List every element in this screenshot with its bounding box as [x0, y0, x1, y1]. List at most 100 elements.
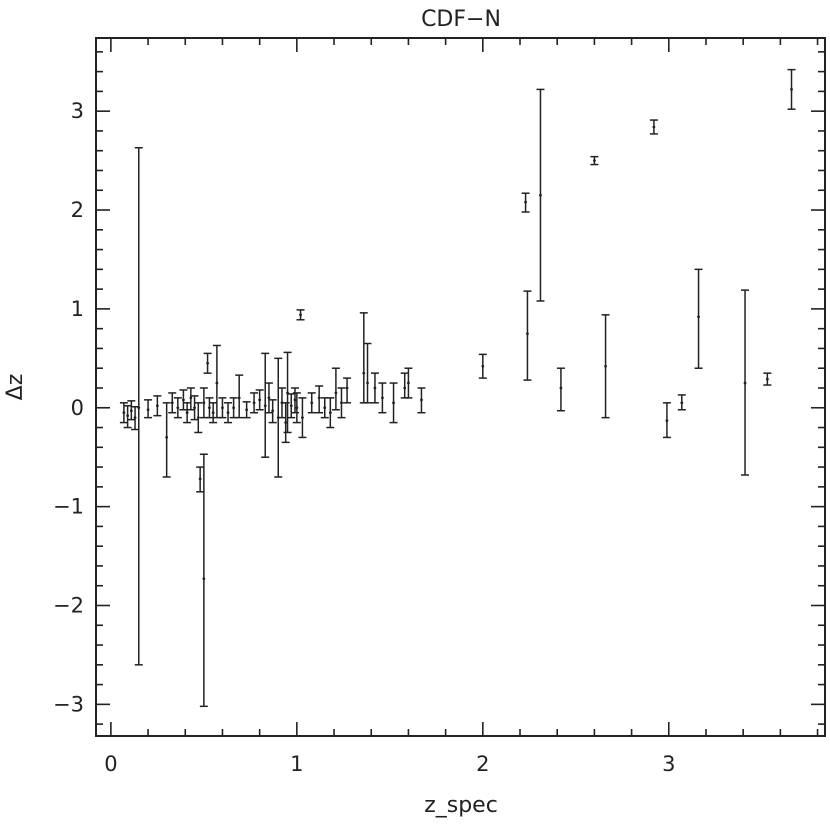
data-point	[315, 385, 324, 414]
data-point	[242, 401, 251, 419]
data-points	[119, 68, 796, 708]
data-point	[287, 393, 296, 419]
point-marker	[299, 313, 302, 317]
point-marker	[334, 391, 338, 395]
data-point	[229, 397, 238, 419]
tick-marks	[96, 38, 825, 736]
point-marker	[221, 406, 224, 410]
point-marker	[122, 411, 126, 415]
data-point	[590, 155, 599, 166]
plot-area-border	[95, 37, 826, 737]
point-marker	[481, 364, 485, 368]
data-point	[261, 352, 270, 458]
data-point	[183, 402, 192, 424]
point-marker	[366, 381, 369, 385]
chart-title: CDF−N	[421, 7, 501, 32]
y-tick-label: −1	[53, 495, 84, 519]
point-marker	[317, 396, 321, 400]
point-marker	[697, 315, 700, 319]
point-marker	[524, 200, 527, 204]
data-point	[212, 344, 221, 419]
data-point	[298, 397, 307, 439]
point-marker	[652, 125, 656, 129]
data-point	[224, 402, 233, 424]
point-marker	[198, 477, 202, 481]
data-point	[763, 372, 772, 386]
data-point	[326, 397, 335, 429]
point-marker	[146, 408, 150, 412]
point-marker	[295, 406, 299, 410]
point-marker	[289, 404, 293, 408]
point-marker	[208, 406, 211, 410]
point-marker	[267, 396, 271, 400]
point-marker	[284, 421, 288, 424]
x-tick-label: 3	[662, 752, 675, 776]
point-marker	[765, 377, 769, 381]
data-point	[144, 399, 153, 419]
data-point	[290, 387, 299, 414]
point-marker	[237, 396, 241, 400]
data-point	[209, 402, 218, 424]
point-marker	[407, 381, 410, 385]
data-point	[168, 392, 177, 414]
data-point	[264, 382, 273, 414]
data-point	[523, 290, 532, 381]
data-point	[521, 192, 530, 213]
plot-frame	[95, 37, 826, 737]
point-marker	[604, 364, 607, 368]
x-tick-label: 0	[104, 752, 117, 776]
data-point	[153, 395, 162, 417]
data-point	[337, 387, 346, 419]
point-marker	[790, 88, 793, 91]
data-point	[370, 372, 379, 404]
point-marker	[526, 332, 529, 336]
point-marker	[185, 411, 189, 415]
point-marker	[258, 398, 262, 402]
data-point	[649, 119, 658, 135]
point-marker	[392, 401, 395, 405]
point-marker	[293, 398, 297, 402]
data-point	[199, 453, 208, 708]
data-point	[677, 394, 686, 411]
data-point	[478, 353, 487, 379]
data-point	[194, 402, 203, 434]
y-axis-label: Δz	[3, 374, 28, 401]
data-point	[363, 342, 372, 404]
point-marker	[133, 416, 137, 420]
point-marker	[271, 409, 275, 413]
data-point	[601, 314, 610, 419]
point-marker	[263, 404, 267, 408]
point-marker	[345, 386, 349, 390]
point-marker	[380, 396, 384, 400]
point-marker	[226, 411, 230, 415]
data-point	[179, 389, 188, 411]
point-marker	[373, 386, 377, 390]
y-tick-label: 3	[71, 99, 84, 123]
point-marker	[680, 401, 684, 405]
data-point	[134, 146, 143, 666]
y-tick-label: 2	[71, 198, 84, 222]
data-point	[694, 268, 703, 369]
point-marker	[206, 361, 209, 365]
y-tick-label: 0	[71, 396, 84, 420]
data-point	[123, 405, 132, 429]
point-marker	[189, 396, 193, 400]
data-point	[205, 397, 214, 419]
point-marker	[301, 416, 304, 420]
x-tick-label: 2	[476, 752, 489, 776]
y-tick-label: −2	[53, 593, 84, 617]
data-point	[173, 397, 182, 419]
point-marker	[126, 414, 130, 418]
point-marker	[362, 371, 366, 375]
data-point	[162, 402, 171, 478]
point-marker	[592, 159, 596, 162]
point-marker	[129, 409, 133, 413]
y-tick-label: 1	[71, 297, 84, 321]
point-marker	[420, 398, 423, 402]
data-point	[218, 397, 227, 419]
data-point	[662, 402, 671, 439]
data-point	[190, 395, 199, 421]
point-marker	[245, 408, 249, 412]
point-marker	[137, 406, 141, 410]
